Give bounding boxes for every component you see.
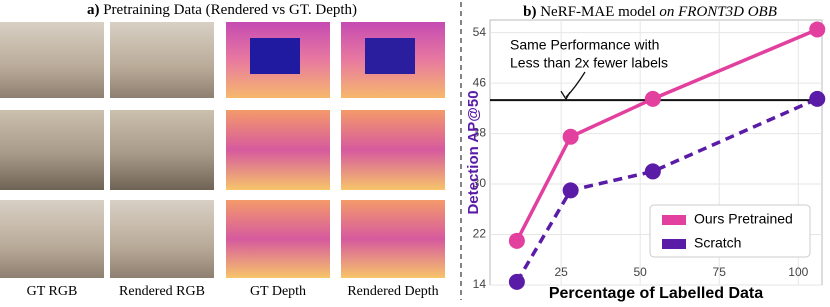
y-tick-label: 38 bbox=[473, 126, 487, 140]
y-tick-label: 22 bbox=[473, 227, 487, 241]
column-caption: Rendered Depth bbox=[347, 284, 438, 299]
column-caption: GT RGB bbox=[27, 284, 78, 299]
y-tick-label: 14 bbox=[473, 277, 487, 291]
image bbox=[0, 110, 104, 190]
series-line bbox=[515, 27, 818, 242]
image-detail bbox=[250, 38, 300, 74]
image bbox=[0, 200, 104, 278]
image bbox=[0, 22, 104, 98]
y-tick-label: 46 bbox=[473, 75, 487, 89]
arrow-head bbox=[560, 90, 571, 101]
x-tick-label: 25 bbox=[554, 265, 568, 279]
data-point bbox=[644, 90, 661, 107]
image bbox=[110, 110, 214, 190]
y-axis-label: Detection AP@50 bbox=[465, 90, 482, 214]
legend-swatch bbox=[662, 239, 686, 249]
column-caption: Rendered RGB bbox=[119, 284, 205, 299]
column-caption: GT Depth bbox=[250, 284, 306, 299]
x-tick-label: 75 bbox=[713, 265, 727, 279]
image bbox=[341, 200, 445, 278]
chart-title: b) NeRF-MAE model on FRONT3D OBB bbox=[523, 4, 777, 20]
legend-box bbox=[649, 204, 811, 258]
data-point bbox=[809, 21, 826, 38]
image bbox=[226, 200, 330, 278]
data-point bbox=[562, 182, 579, 199]
image-grid bbox=[0, 22, 445, 278]
legend-label: Ours Pretrained bbox=[694, 211, 793, 227]
image bbox=[110, 22, 214, 98]
data-point bbox=[809, 90, 826, 107]
y-tick-label: 30 bbox=[473, 176, 487, 190]
data-point bbox=[508, 273, 525, 290]
y-tick-label: 54 bbox=[473, 25, 487, 39]
x-tick-label: 100 bbox=[788, 265, 808, 279]
panel-a-title: a) Pretraining Data (Rendered vs GT. Dep… bbox=[87, 2, 357, 18]
legend-swatch bbox=[662, 215, 686, 225]
x-tick-label: 50 bbox=[634, 265, 648, 279]
series-line bbox=[515, 97, 818, 283]
image-detail bbox=[365, 38, 415, 74]
image bbox=[341, 110, 445, 190]
image bbox=[226, 110, 330, 190]
data-point bbox=[562, 128, 579, 145]
data-point bbox=[508, 232, 525, 249]
data-point bbox=[644, 163, 661, 180]
annotation: Less than 2x fewer labels bbox=[510, 55, 668, 71]
annotation: Same Performance with bbox=[510, 37, 659, 53]
legend-label: Scratch bbox=[694, 235, 741, 251]
x-axis-label: Percentage of Labelled Data bbox=[549, 285, 763, 302]
image bbox=[110, 200, 214, 278]
